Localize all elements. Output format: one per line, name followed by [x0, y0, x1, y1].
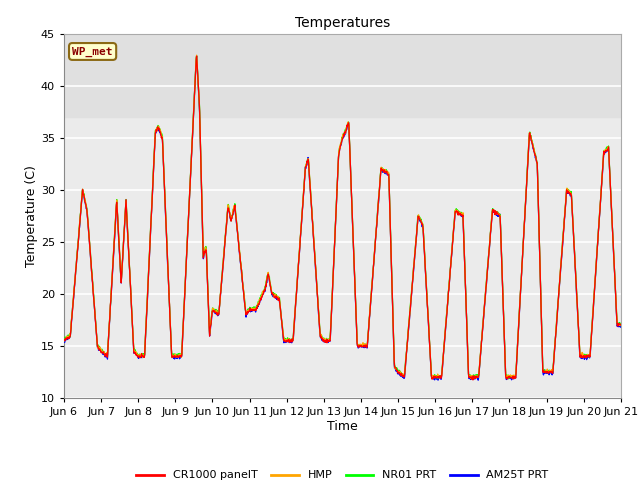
CR1000 panelT [308, 216, 316, 222]
AM25T PRT [617, 324, 625, 330]
HMP [126, 268, 134, 274]
HMP [617, 322, 625, 327]
Line: AM25T PRT: AM25T PRT [64, 56, 621, 380]
HMP [378, 164, 385, 170]
NR01 PRT [318, 335, 326, 340]
CR1000 panelT [617, 322, 625, 328]
HMP [193, 52, 200, 58]
HMP [467, 375, 475, 381]
X-axis label: Time: Time [327, 420, 358, 433]
Bar [64, 34, 621, 117]
HMP [103, 352, 111, 358]
Text: WP_met: WP_met [72, 47, 113, 57]
HMP [318, 336, 326, 341]
NR01 PRT [308, 212, 316, 218]
NR01 PRT [297, 230, 305, 236]
NR01 PRT [103, 352, 111, 358]
CR1000 panelT [469, 377, 477, 383]
CR1000 panelT [60, 338, 68, 344]
CR1000 panelT [297, 232, 305, 238]
CR1000 panelT [103, 354, 111, 360]
AM25T PRT [378, 168, 385, 173]
Y-axis label: Temperature (C): Temperature (C) [25, 165, 38, 267]
AM25T PRT [308, 215, 316, 220]
CR1000 panelT [378, 165, 385, 171]
AM25T PRT [126, 270, 134, 276]
CR1000 panelT [318, 336, 326, 342]
AM25T PRT [297, 232, 305, 238]
AM25T PRT [60, 339, 68, 345]
Line: CR1000 panelT: CR1000 panelT [64, 56, 621, 380]
NR01 PRT [505, 376, 513, 382]
HMP [60, 336, 68, 342]
Legend: CR1000 panelT, HMP, NR01 PRT, AM25T PRT: CR1000 panelT, HMP, NR01 PRT, AM25T PRT [132, 466, 553, 480]
NR01 PRT [378, 165, 385, 171]
Line: NR01 PRT: NR01 PRT [64, 56, 621, 379]
HMP [297, 229, 305, 235]
AM25T PRT [318, 336, 326, 342]
NR01 PRT [126, 269, 134, 275]
AM25T PRT [103, 353, 111, 359]
CR1000 panelT [126, 269, 134, 275]
Line: HMP: HMP [64, 55, 621, 378]
Title: Temperatures: Temperatures [295, 16, 390, 30]
AM25T PRT [474, 377, 482, 383]
NR01 PRT [193, 53, 200, 59]
NR01 PRT [617, 322, 625, 328]
HMP [308, 213, 316, 218]
AM25T PRT [193, 53, 200, 59]
CR1000 panelT [193, 53, 200, 59]
NR01 PRT [60, 338, 68, 344]
